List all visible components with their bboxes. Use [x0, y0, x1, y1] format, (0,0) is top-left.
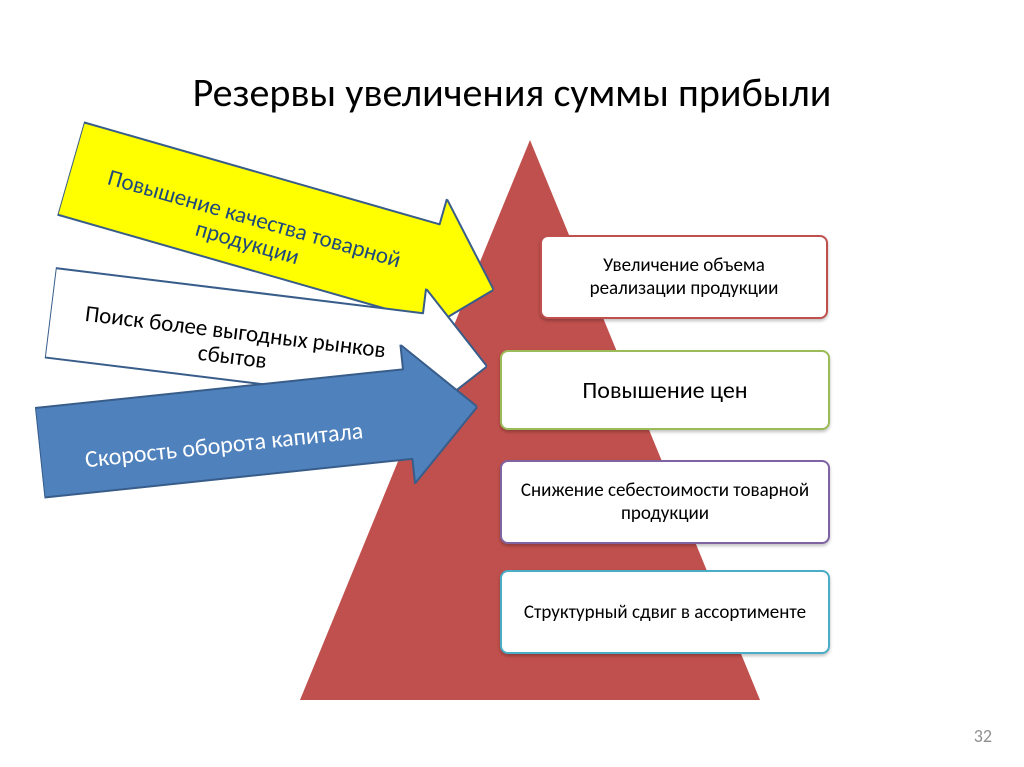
box-label: Повышение цен — [582, 376, 747, 405]
box-assort: Структурный сдвиг в ассортименте — [500, 570, 830, 654]
box-volume: Увеличение объема реализации продукции — [540, 235, 828, 319]
page-number: 32 — [974, 725, 992, 747]
slide-title: Резервы увеличения суммы прибыли — [0, 68, 1024, 117]
box-price: Повышение цен — [500, 350, 830, 430]
box-label: Структурный сдвиг в ассортименте — [524, 601, 806, 624]
box-cost: Снижение себестоимости товарной продукци… — [500, 460, 830, 544]
box-label: Снижение себестоимости товарной продукци… — [514, 479, 816, 525]
slide: Резервы увеличения суммы прибыли Увеличе… — [0, 0, 1024, 767]
box-label: Увеличение объема реализации продукции — [554, 254, 814, 300]
